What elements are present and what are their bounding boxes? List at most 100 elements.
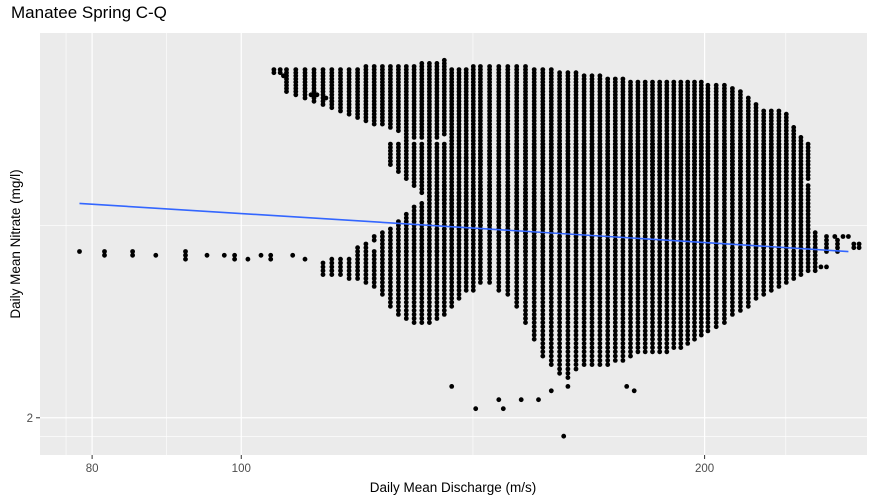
data-point — [605, 128, 611, 134]
data-point — [671, 303, 677, 309]
data-point — [698, 208, 704, 214]
data-point — [496, 172, 502, 178]
data-point — [798, 169, 804, 175]
data-point — [523, 204, 528, 210]
data-point — [805, 219, 811, 225]
data-point — [581, 186, 587, 192]
data-point — [791, 234, 797, 239]
data-point — [419, 148, 425, 154]
data-point — [363, 115, 369, 120]
data-point — [628, 336, 633, 342]
data-point — [685, 176, 691, 182]
data-point — [664, 98, 670, 104]
data-point — [692, 226, 697, 232]
data-point — [565, 179, 571, 185]
data-point — [798, 141, 804, 147]
data-point — [496, 128, 502, 134]
data-point — [456, 276, 462, 281]
data-point — [753, 158, 759, 164]
data-point — [657, 121, 663, 127]
data-point — [650, 215, 655, 221]
data-point — [692, 336, 697, 342]
data-point — [628, 272, 633, 277]
data-point — [565, 190, 571, 196]
data-point — [635, 245, 641, 251]
data-point — [761, 291, 767, 297]
data-point — [713, 204, 719, 210]
data-point — [478, 165, 483, 171]
data-point — [692, 176, 697, 182]
data-point — [692, 128, 697, 134]
data-point — [505, 201, 511, 206]
data-point — [805, 230, 811, 236]
data-point — [338, 98, 343, 104]
data-point — [411, 230, 417, 236]
data-point — [589, 145, 595, 150]
data-point — [612, 237, 618, 243]
data-point — [768, 222, 774, 228]
data-point — [657, 108, 663, 114]
data-point — [628, 183, 633, 189]
data-point — [565, 158, 571, 164]
data-point — [514, 237, 520, 243]
data-point — [745, 299, 751, 305]
data-point — [419, 211, 425, 217]
data-point — [388, 118, 393, 124]
data-point — [818, 264, 824, 270]
data-point — [557, 70, 562, 76]
data-point — [805, 252, 811, 258]
data-point — [487, 151, 492, 157]
data-point — [487, 204, 492, 210]
data-point — [573, 98, 579, 104]
data-point — [597, 332, 603, 338]
data-point — [642, 201, 648, 206]
data-point — [573, 295, 579, 301]
data-point — [589, 362, 595, 367]
data-point — [657, 165, 663, 171]
data-point — [523, 276, 528, 281]
data-point — [664, 312, 670, 317]
data-point — [678, 118, 684, 124]
data-point — [523, 237, 528, 243]
data-point — [612, 226, 618, 232]
data-point — [650, 295, 655, 301]
data-point — [664, 252, 670, 258]
data-point — [496, 135, 502, 140]
data-point — [338, 256, 343, 262]
data-point — [761, 151, 767, 157]
data-point — [403, 162, 409, 168]
data-point — [573, 272, 579, 277]
data-point — [776, 141, 782, 147]
data-point — [730, 201, 735, 206]
data-point — [396, 234, 401, 239]
data-point — [388, 256, 393, 262]
data-point — [698, 245, 704, 251]
data-point — [692, 204, 697, 210]
data-point — [496, 121, 502, 127]
data-point — [713, 169, 719, 175]
data-point — [671, 320, 677, 325]
data-point — [650, 179, 655, 185]
data-point — [692, 299, 697, 305]
data-point — [642, 135, 648, 140]
data-point — [597, 118, 603, 124]
data-point — [487, 64, 492, 69]
data-point — [642, 162, 648, 168]
data-point — [487, 201, 492, 206]
data-point — [419, 121, 425, 127]
data-point — [761, 280, 767, 285]
data-point — [671, 204, 677, 210]
data-point — [505, 145, 511, 150]
data-point — [518, 397, 524, 403]
data-point — [380, 268, 385, 274]
data-point — [650, 264, 655, 270]
data-point — [620, 353, 626, 359]
data-point — [685, 201, 691, 206]
data-point — [505, 108, 511, 114]
data-point — [620, 193, 626, 199]
data-point — [798, 193, 804, 199]
data-point — [403, 118, 409, 124]
data-point — [761, 234, 767, 239]
data-point — [698, 141, 704, 147]
data-point — [557, 219, 562, 225]
